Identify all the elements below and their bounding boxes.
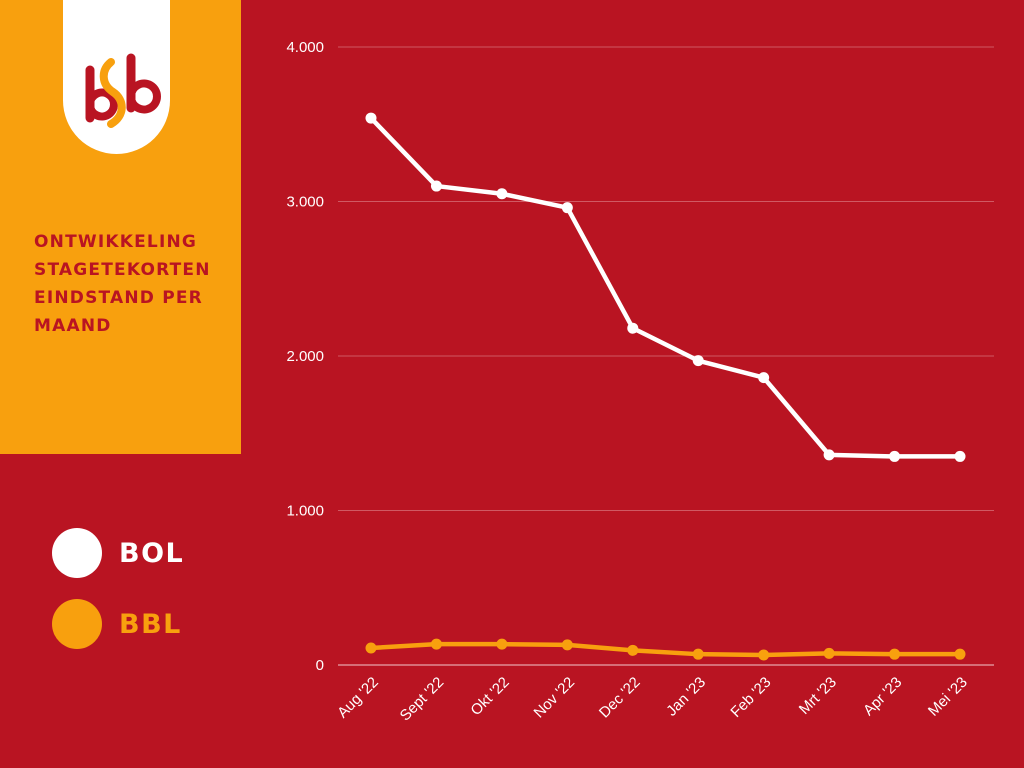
side-panel: ONTWIKKELING STAGETEKORTEN EINDSTAND PER…	[0, 0, 241, 454]
data-point-bbl	[561, 639, 573, 651]
data-point-bol	[758, 372, 770, 384]
data-point-bbl	[889, 648, 901, 660]
legend-label-bbl: BBL	[119, 608, 182, 640]
x-tick-label: Nov '22	[531, 674, 579, 722]
legend-item-bol: BOL	[52, 528, 184, 578]
data-point-bbl	[692, 648, 704, 660]
data-point-bbl	[954, 648, 966, 660]
y-tick-label: 2.000	[286, 348, 324, 365]
data-point-bbl	[430, 638, 442, 650]
data-point-bbl	[823, 647, 835, 659]
data-point-bol	[627, 322, 639, 334]
y-tick-label: 1.000	[286, 503, 324, 520]
legend-swatch-bol	[52, 528, 102, 578]
x-tick-label: Mrt '23	[796, 674, 840, 718]
x-tick-label: Dec '22	[596, 674, 644, 722]
x-tick-label: Mei '23	[925, 674, 971, 720]
data-point-bol	[365, 112, 377, 124]
data-point-bbl	[365, 642, 377, 654]
x-tick-label: Apr '23	[860, 674, 905, 719]
data-point-bol	[954, 450, 966, 462]
data-point-bbl	[496, 638, 508, 650]
series-line-bol	[368, 115, 963, 459]
data-point-bol	[823, 449, 835, 461]
x-tick-label: Jan '23	[663, 674, 709, 720]
data-point-bol	[561, 202, 573, 214]
data-point-bol	[889, 450, 901, 462]
sbb-logo-icon	[85, 53, 161, 128]
legend-swatch-bbl	[52, 599, 102, 649]
y-tick-label: 4.000	[286, 39, 324, 56]
series-line-bbl	[368, 641, 963, 658]
y-tick-label: 0	[316, 657, 324, 674]
x-tick-label: Sept '22	[397, 674, 448, 725]
legend-label-bol: BOL	[119, 537, 185, 569]
logo-tab	[63, 0, 170, 154]
x-tick-label: Aug '22	[334, 674, 382, 722]
y-tick-label: 3.000	[286, 194, 324, 211]
data-point-bol	[430, 180, 442, 192]
data-point-bol	[496, 188, 508, 200]
x-tick-label: Feb '23	[727, 674, 774, 721]
legend-item-bbl: BBL	[52, 599, 182, 649]
data-point-bbl	[627, 644, 639, 656]
page-title: ONTWIKKELING STAGETEKORTEN EINDSTAND PER…	[34, 232, 211, 336]
data-point-bbl	[758, 649, 770, 661]
data-point-bol	[692, 355, 704, 367]
x-tick-label: Okt '22	[467, 674, 512, 719]
